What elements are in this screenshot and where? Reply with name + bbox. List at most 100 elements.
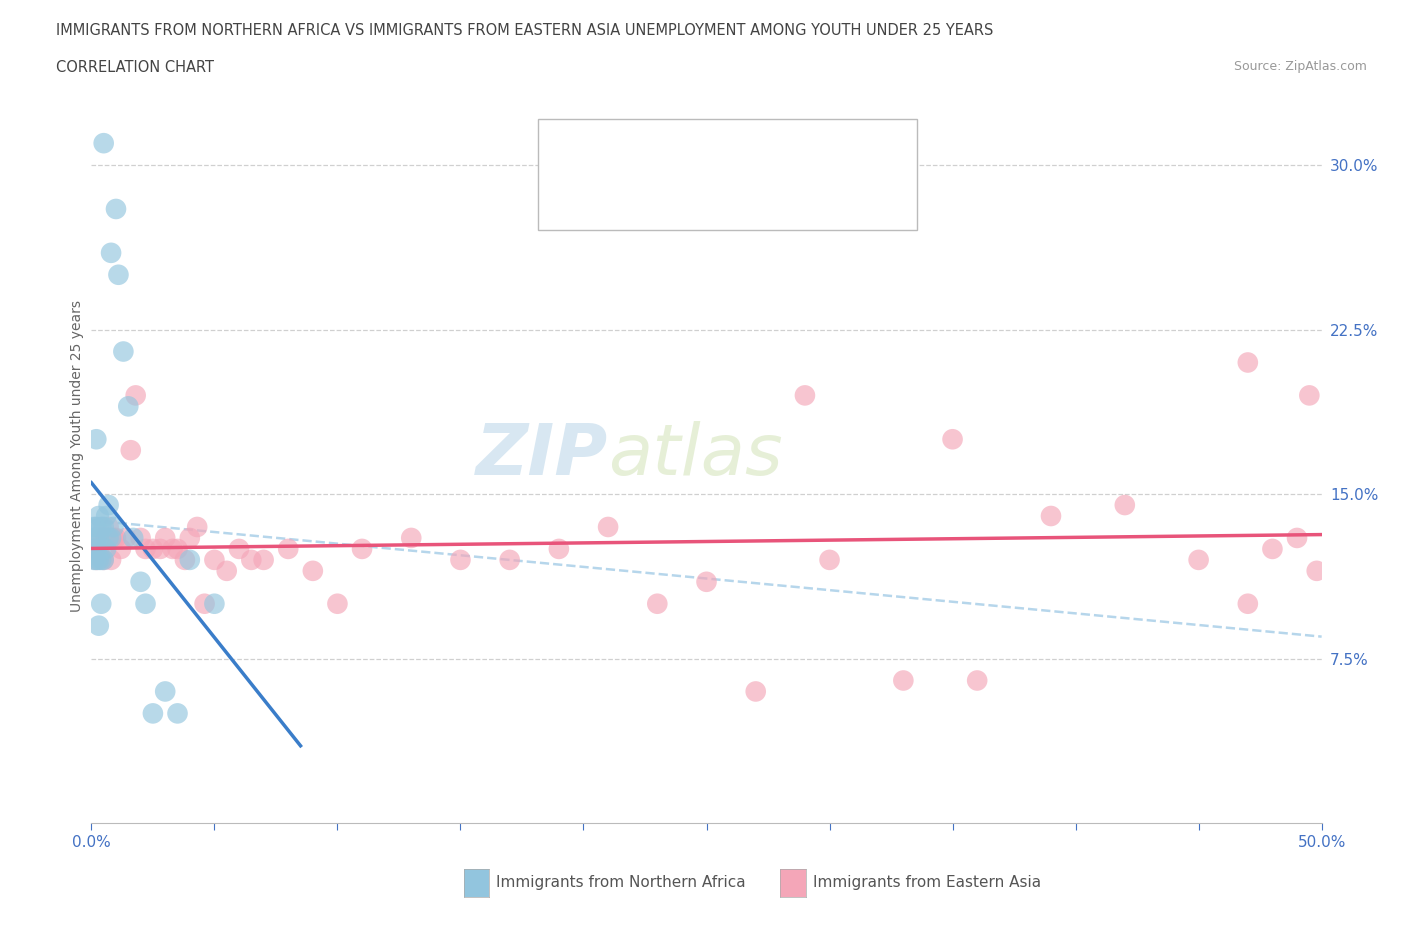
Point <box>120 443 142 458</box>
Point <box>105 202 127 217</box>
Point <box>87 509 110 524</box>
Point <box>93 136 115 151</box>
Point <box>83 541 105 556</box>
Point <box>253 552 276 567</box>
Point <box>149 541 172 556</box>
Point <box>277 541 299 556</box>
Point <box>129 575 152 590</box>
Point <box>186 520 208 535</box>
Point <box>90 596 112 611</box>
Point <box>240 552 263 567</box>
Point <box>83 552 105 567</box>
Point <box>449 552 471 567</box>
Point <box>179 552 201 567</box>
Point <box>86 520 108 535</box>
Point <box>1298 388 1320 403</box>
Point <box>87 618 110 633</box>
Point <box>1261 541 1284 556</box>
Point <box>142 541 165 556</box>
Point <box>112 344 135 359</box>
Point <box>1114 498 1136 512</box>
Text: ZIP: ZIP <box>475 421 607 490</box>
Point <box>1237 355 1260 370</box>
Point <box>596 520 619 535</box>
Point <box>793 388 815 403</box>
Point <box>352 541 374 556</box>
Point <box>135 596 156 611</box>
Point <box>100 552 122 567</box>
Point <box>83 520 105 535</box>
Text: atlas: atlas <box>607 421 783 490</box>
Point <box>103 520 125 535</box>
Point <box>90 520 112 535</box>
Point <box>399 530 422 545</box>
Y-axis label: Unemployment Among Youth under 25 years: Unemployment Among Youth under 25 years <box>70 299 84 612</box>
Point <box>202 552 225 567</box>
Point <box>96 541 117 556</box>
Point <box>202 596 225 611</box>
Point <box>135 541 156 556</box>
Point <box>97 520 120 535</box>
Point <box>110 541 132 556</box>
Text: Immigrants from Northern Africa: Immigrants from Northern Africa <box>496 875 747 890</box>
Text: Immigrants from Eastern Asia: Immigrants from Eastern Asia <box>813 875 1040 890</box>
Point <box>941 432 963 446</box>
Point <box>695 575 717 590</box>
Point <box>87 541 110 556</box>
Point <box>166 706 188 721</box>
Point <box>83 530 105 545</box>
Point <box>1285 530 1308 545</box>
Point <box>93 552 115 567</box>
Point <box>86 552 108 567</box>
Point <box>645 596 669 611</box>
Point <box>498 552 520 567</box>
Point <box>153 530 177 545</box>
Point <box>1187 552 1209 567</box>
Point <box>162 541 184 556</box>
Point <box>228 541 250 556</box>
Point <box>114 530 138 545</box>
Text: CORRELATION CHART: CORRELATION CHART <box>56 60 214 75</box>
Point <box>891 673 914 688</box>
Point <box>326 596 349 611</box>
Point <box>97 530 120 545</box>
Text: Source: ZipAtlas.com: Source: ZipAtlas.com <box>1233 60 1367 73</box>
Point <box>129 530 152 545</box>
Point <box>1039 509 1063 524</box>
Point <box>96 530 117 545</box>
Point <box>86 552 108 567</box>
Point <box>90 530 112 545</box>
Point <box>105 530 127 545</box>
Point <box>1305 564 1327 578</box>
Point <box>107 267 129 282</box>
Point <box>142 706 165 721</box>
Point <box>174 552 197 567</box>
Point <box>166 541 188 556</box>
Text: R = -0.042   N = 34: R = -0.042 N = 34 <box>591 135 790 153</box>
Point <box>745 684 768 699</box>
Point <box>97 498 120 512</box>
Point <box>90 552 112 567</box>
Point <box>1237 596 1260 611</box>
Point <box>87 552 110 567</box>
Point <box>193 596 217 611</box>
Point <box>966 673 988 688</box>
Point <box>179 530 201 545</box>
Point <box>124 388 146 403</box>
Point <box>86 432 108 446</box>
Point <box>87 530 110 545</box>
Point <box>93 520 115 535</box>
Text: IMMIGRANTS FROM NORTHERN AFRICA VS IMMIGRANTS FROM EASTERN ASIA UNEMPLOYMENT AMO: IMMIGRANTS FROM NORTHERN AFRICA VS IMMIG… <box>56 23 994 38</box>
Point <box>93 552 115 567</box>
Text: R =  0.101   N = 83: R = 0.101 N = 83 <box>591 181 790 200</box>
Point <box>301 564 323 578</box>
Point <box>86 530 108 545</box>
Point <box>547 541 569 556</box>
Point <box>100 530 122 545</box>
Point <box>86 541 108 556</box>
Point <box>818 552 841 567</box>
Point <box>215 564 238 578</box>
Point <box>122 530 145 545</box>
Point <box>117 399 139 414</box>
Point <box>96 509 117 524</box>
